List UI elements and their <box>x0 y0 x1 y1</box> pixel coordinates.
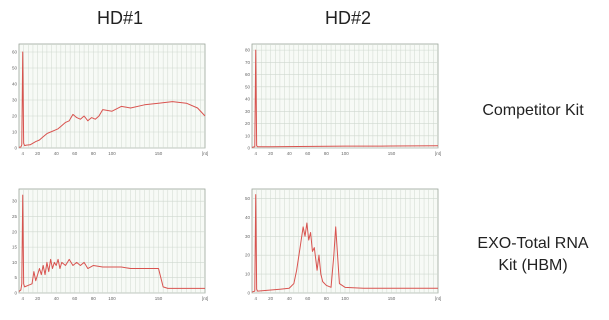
series-trace <box>18 51 206 148</box>
y-tick-label: 0 <box>247 146 250 151</box>
x-tick-label: 4 <box>21 151 24 156</box>
x-tick-label: 100 <box>108 296 116 301</box>
y-tick-label: 70 <box>245 60 251 65</box>
x-tick-label: 40 <box>287 296 293 301</box>
chart-exo-hd1: 0 5 10 15 20 25 30 4 20 40 60 80 100 150 [nt] <box>5 185 215 305</box>
chart-exo-hd2: 0 10 20 30 40 50 4 20 40 60 80 100 150 [nt] <box>238 185 448 305</box>
y-tick-label: 60 <box>12 50 18 55</box>
x-tick-label: 150 <box>155 151 163 156</box>
y-tick-label: 30 <box>12 98 18 103</box>
x-tick-label: 60 <box>72 151 78 156</box>
x-tick-label: [nt] <box>202 151 208 156</box>
row-label-line: EXO-Total RNA <box>477 235 589 252</box>
x-tick-label: 4 <box>21 296 24 301</box>
row-label-line: Competitor Kit <box>482 102 584 119</box>
series-trace <box>251 194 438 293</box>
y-tick-label: 30 <box>12 199 18 204</box>
x-tick-label: 100 <box>341 151 349 156</box>
x-tick-label: 4 <box>254 151 257 156</box>
y-tick-label: 50 <box>12 66 18 71</box>
x-tick-label: 150 <box>155 296 163 301</box>
x-tick-label: 80 <box>324 151 330 156</box>
x-tick-label: 60 <box>305 151 311 156</box>
x-tick-label: 80 <box>91 151 97 156</box>
x-tick-label: 100 <box>341 296 349 301</box>
y-tick-label: 30 <box>245 109 251 114</box>
y-tick-label: 0 <box>14 291 17 296</box>
y-tick-label: 10 <box>245 272 251 277</box>
y-tick-label: 0 <box>14 146 17 151</box>
y-tick-label: 15 <box>12 245 18 250</box>
y-tick-label: 10 <box>12 260 18 265</box>
y-tick-label: 30 <box>245 234 251 239</box>
y-tick-label: 20 <box>12 114 18 119</box>
x-tick-label: 60 <box>72 296 78 301</box>
x-tick-label: 20 <box>35 151 41 156</box>
x-tick-label: 60 <box>305 296 311 301</box>
x-tick-label: 20 <box>35 296 41 301</box>
y-tick-label: 20 <box>245 253 251 258</box>
x-tick-label: 4 <box>254 296 257 301</box>
x-tick-label: 80 <box>324 296 330 301</box>
x-tick-label: 150 <box>388 151 396 156</box>
y-tick-label: 10 <box>12 130 18 135</box>
x-tick-label: 150 <box>388 296 396 301</box>
chart-svg: 0 10 20 30 40 50 60 70 80 4 20 40 60 80 100 150 [nt] <box>245 43 441 156</box>
row-label-exo-total-rna-kit: EXO-Total RNA Kit (HBM) <box>458 233 608 277</box>
y-tick-label: 60 <box>245 72 251 77</box>
x-tick-label: 40 <box>54 296 60 301</box>
x-tick-label: [nt] <box>435 296 441 301</box>
row-label-competitor-kit: Competitor Kit <box>458 100 608 122</box>
y-tick-label: 40 <box>245 97 251 102</box>
y-tick-label: 50 <box>245 84 251 89</box>
chart-competitor-hd2: 0 10 20 30 40 50 60 70 80 4 20 40 60 80 100 150 [nt] <box>238 40 448 160</box>
x-tick-label: 40 <box>287 151 293 156</box>
series-trace <box>18 194 205 292</box>
y-tick-label: 0 <box>247 291 250 296</box>
row-label-line: Kit (HBM) <box>498 257 568 274</box>
y-tick-label: 20 <box>245 121 251 126</box>
chart-svg: 0 10 20 30 40 50 4 20 40 60 80 100 150 [nt] <box>245 188 441 301</box>
column-header-hd1: HD#1 <box>96 8 144 28</box>
x-tick-label: [nt] <box>202 296 208 301</box>
x-tick-label: 20 <box>268 151 274 156</box>
x-tick-label: 40 <box>54 151 60 156</box>
y-tick-label: 80 <box>245 48 251 53</box>
x-tick-label: [nt] <box>435 151 441 156</box>
y-tick-label: 20 <box>12 229 18 234</box>
column-header-hd2: HD#2 <box>324 8 372 28</box>
y-tick-label: 5 <box>14 275 17 280</box>
y-tick-label: 25 <box>12 214 18 219</box>
x-tick-label: 100 <box>108 151 116 156</box>
chart-competitor-hd1: 0 10 20 30 40 50 60 4 20 40 60 80 100 150 [nt] <box>5 40 215 160</box>
chart-svg: 0 5 10 15 20 25 30 4 20 40 60 80 100 150 [nt] <box>12 188 208 301</box>
x-tick-label: 80 <box>91 296 97 301</box>
x-tick-label: 20 <box>268 296 274 301</box>
y-tick-label: 50 <box>245 196 251 201</box>
y-tick-label: 40 <box>245 215 251 220</box>
chart-svg: 0 10 20 30 40 50 60 4 20 40 60 80 100 150 [nt] <box>12 43 208 156</box>
y-tick-label: 40 <box>12 82 18 87</box>
series-trace <box>251 49 439 148</box>
y-tick-label: 10 <box>245 133 251 138</box>
